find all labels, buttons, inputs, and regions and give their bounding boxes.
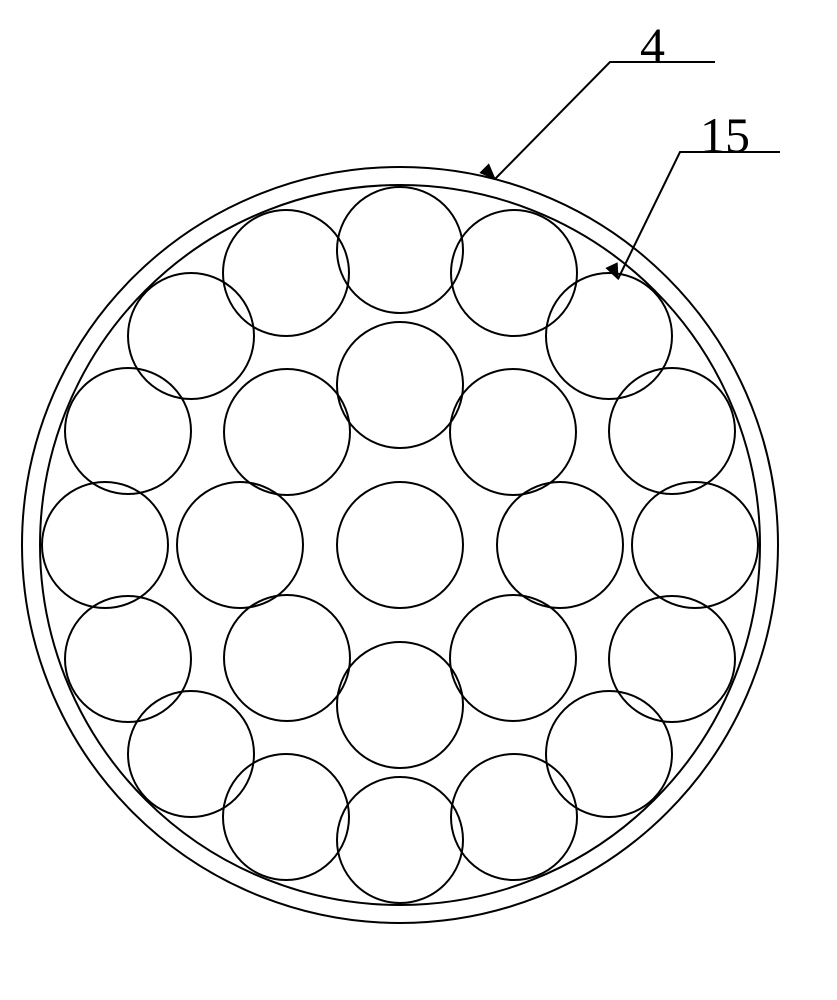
hole-circle	[65, 368, 191, 494]
hole-circle	[128, 273, 254, 399]
hole-circle	[546, 691, 672, 817]
label-4-leader	[495, 62, 715, 179]
hole-circle	[128, 691, 254, 817]
hole-circle	[450, 595, 576, 721]
hole-circle	[223, 754, 349, 880]
hole-circle	[450, 369, 576, 495]
outer-ring	[22, 167, 778, 923]
hole-circle	[42, 482, 168, 608]
hole-circle	[609, 368, 735, 494]
hole-circle	[337, 777, 463, 903]
hole-circle	[223, 210, 349, 336]
hole-circle	[177, 482, 303, 608]
hole-circle	[224, 369, 350, 495]
hole-circle	[546, 273, 672, 399]
label-4: 4	[640, 20, 665, 70]
hole-circle	[497, 482, 623, 608]
label-15: 15	[700, 110, 750, 160]
hole-circle	[337, 642, 463, 768]
hole-circle	[337, 482, 463, 608]
label-15-arrow	[606, 263, 618, 279]
hole-circle	[337, 187, 463, 313]
diagram-stage: 4 15	[0, 0, 837, 1000]
label-15-leader	[618, 152, 780, 279]
hole-circle	[65, 596, 191, 722]
hole-circle	[224, 595, 350, 721]
inner-ring	[40, 185, 760, 905]
hole-circle	[451, 754, 577, 880]
hole-circle	[337, 322, 463, 448]
hole-circle	[632, 482, 758, 608]
hole-circle	[451, 210, 577, 336]
hole-circle	[609, 596, 735, 722]
